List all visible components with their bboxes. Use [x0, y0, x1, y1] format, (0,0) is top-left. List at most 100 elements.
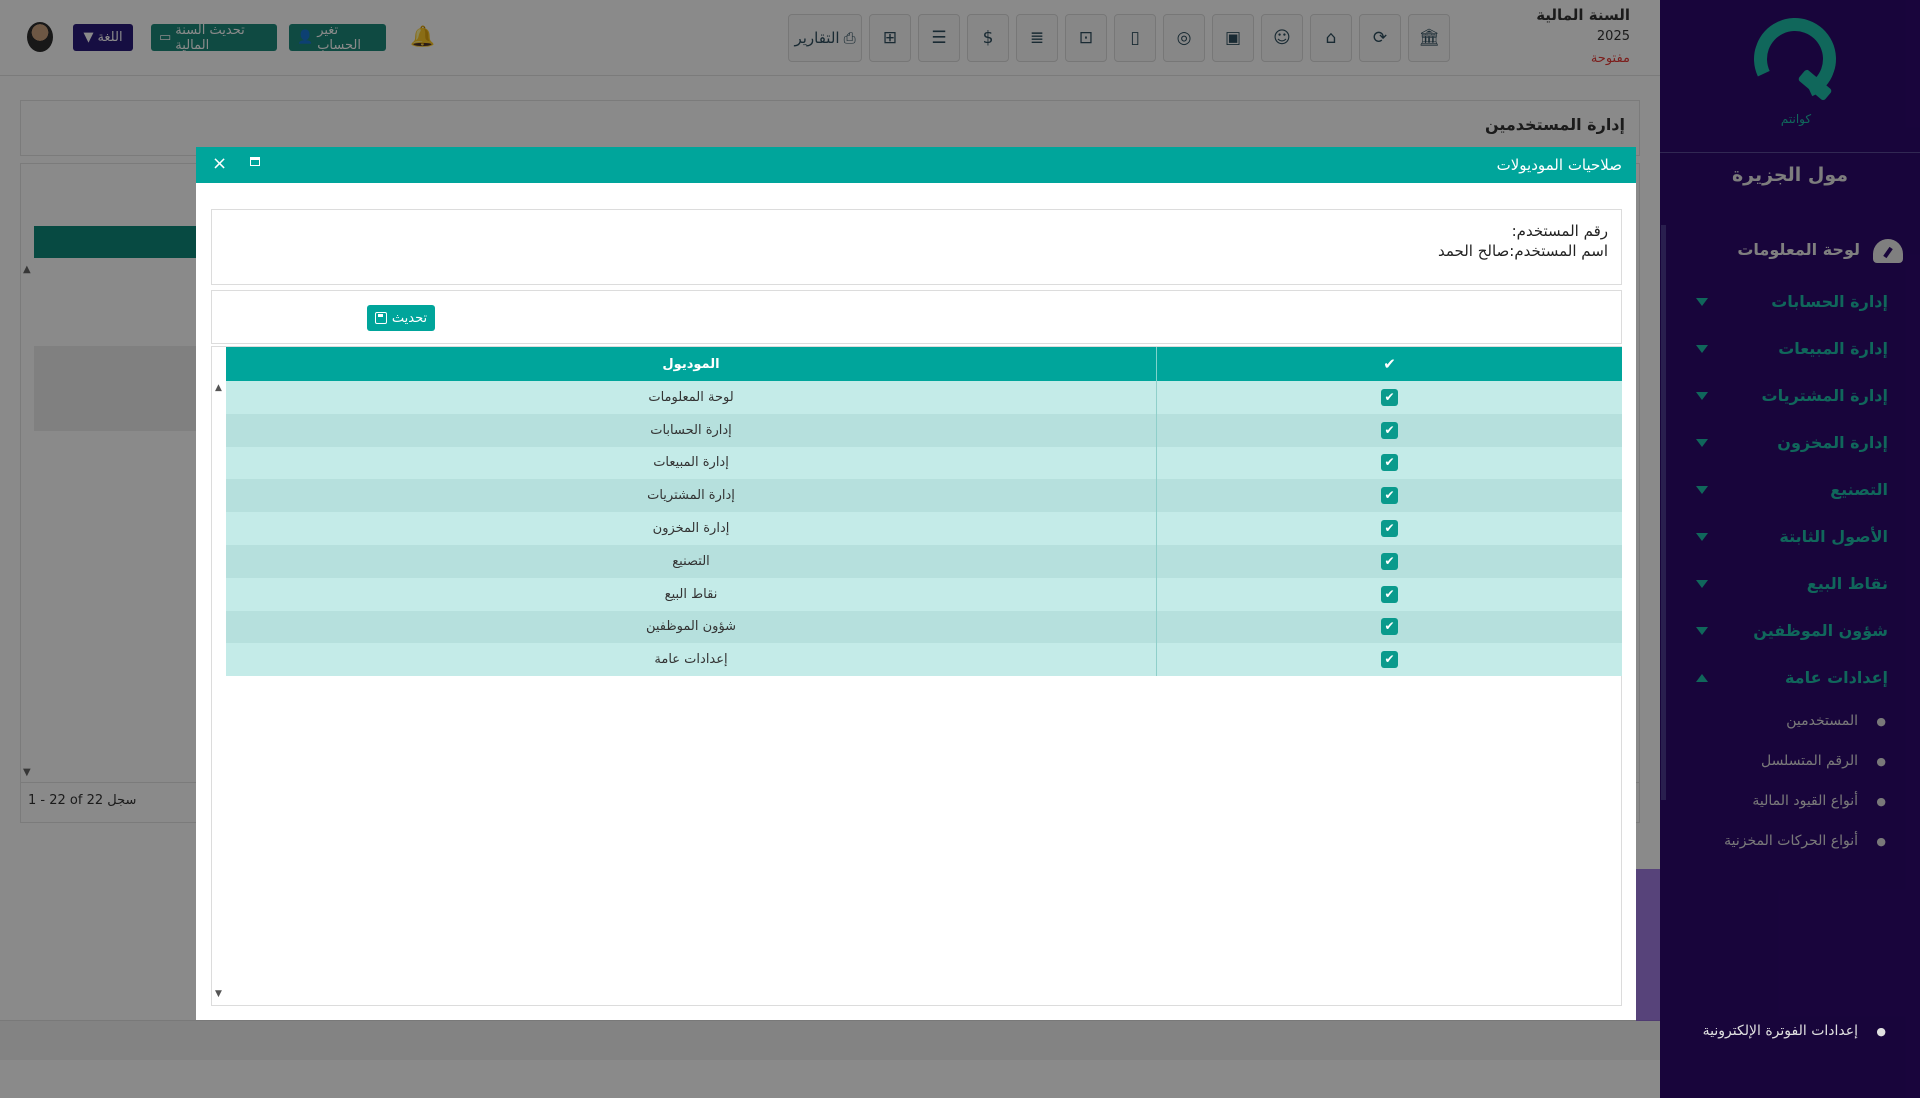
checkbox-checked[interactable]: ✔ — [1381, 552, 1398, 570]
sidebar-item-purchases[interactable]: إدارة المشتريات — [1660, 374, 1920, 421]
row-check-cell: ✔ — [1156, 413, 1622, 447]
chevron-down-icon — [1696, 298, 1708, 306]
table-row[interactable]: ✔ إدارة المبيعات — [226, 446, 1622, 480]
sidebar-item-pos[interactable]: نقاط البيع — [1660, 562, 1920, 609]
user-scan-icon[interactable]: ⊡ — [1065, 14, 1107, 62]
reports-button[interactable]: ⎙ التقارير — [788, 14, 862, 62]
sidebar-item-label: إدارة المشتريات — [1761, 386, 1888, 405]
table-row[interactable]: ✔ التصنيع — [226, 544, 1622, 578]
pager-info: 1 - 22 of 22 سجل — [28, 793, 137, 808]
table-row[interactable]: ✔ إعدادات عامة — [226, 643, 1622, 677]
user-info-box: رقم المستخدم: اسم المستخدم:صالح الحمد — [211, 209, 1622, 285]
user-icon: 👤 — [297, 30, 314, 45]
user-contact-icon[interactable]: ☺ — [1261, 14, 1303, 62]
page-title: إدارة المستخدمين — [1484, 115, 1625, 134]
reports-label: التقارير — [794, 29, 840, 47]
money-refresh-icon[interactable]: ⟳ — [1359, 14, 1401, 62]
sidebar-item-sales[interactable]: إدارة المبيعات — [1660, 327, 1920, 374]
sidebar-item-fixed-assets[interactable]: الأصول الثابتة — [1660, 515, 1920, 562]
dashboard-gauge-icon — [1873, 239, 1903, 263]
coin-icon[interactable]: ◎ — [1163, 14, 1205, 62]
change-account-button[interactable]: 👤 تغير الحساب — [289, 22, 386, 53]
table-row[interactable]: ✔ إدارة المشتريات — [226, 479, 1622, 513]
gift-icon[interactable]: ⊞ — [869, 14, 911, 62]
maximize-icon[interactable] — [250, 157, 260, 166]
dollar-icon[interactable]: $ — [967, 14, 1009, 62]
document-icon[interactable]: ▯ — [1114, 14, 1156, 62]
checkbox-checked[interactable]: ✔ — [1381, 454, 1398, 472]
chevron-down-icon — [1696, 627, 1708, 635]
table-row[interactable]: ✔ إدارة الحسابات — [226, 413, 1622, 447]
sidebar-subitem-einvoice-settings[interactable]: ● إعدادات الفوترة الإلكترونية — [1660, 1018, 1920, 1048]
table-row[interactable]: ✔ إدارة المخزون — [226, 512, 1622, 545]
chevron-down-icon — [1696, 533, 1708, 541]
checkbox-checked[interactable]: ✔ — [1381, 651, 1398, 669]
sidebar-item-label: التصنيع — [1830, 480, 1888, 499]
change-account-label: تغير الحساب — [317, 22, 361, 53]
list-alt-icon[interactable]: ☰ — [918, 14, 960, 62]
close-icon[interactable]: × — [212, 153, 228, 174]
language-dropdown[interactable]: ▼ اللغة — [73, 24, 133, 51]
checkbox-checked[interactable]: ✔ — [1381, 388, 1398, 406]
table-row[interactable]: ✔ شؤون الموظفين — [226, 610, 1622, 644]
scroll-down-icon[interactable]: ▼ — [215, 989, 222, 999]
update-fiscal-year-button[interactable]: ▭ تحديث السنة المالية — [151, 23, 277, 53]
module-name: إدارة المبيعات — [653, 455, 729, 471]
scroll-up-icon[interactable]: ▲ — [215, 383, 222, 393]
row-check-cell: ✔ — [1156, 610, 1622, 644]
scroll-up-icon[interactable]: ▲ — [23, 264, 31, 275]
table-row[interactable]: ✔ نقاط البيع — [226, 577, 1622, 611]
table-row[interactable]: ✔ لوحة المعلومات — [226, 381, 1622, 414]
module-name: إدارة الحسابات — [650, 422, 732, 438]
sidebar-subitem-users[interactable]: ● المستخدمين — [1660, 703, 1920, 743]
update-button[interactable]: تحديث — [367, 305, 435, 331]
user-name-label: اسم المستخدم: — [1509, 242, 1608, 260]
fiscal-year-value: 2025 — [1596, 29, 1630, 44]
top-bar: السنة المالية 2025 مفتوحة 🏛 ⟳ ⌂ ☺ ▣ ◎ ▯ … — [0, 0, 1660, 76]
sidebar-item-inventory[interactable]: إدارة المخزون — [1660, 421, 1920, 468]
module-name: شؤون الموظفين — [645, 619, 737, 635]
sidebar-item-hr[interactable]: شؤون الموظفين — [1660, 609, 1920, 656]
sidebar-item-general-settings[interactable]: إعدادات عامة — [1660, 656, 1920, 703]
avatar[interactable] — [27, 22, 53, 52]
modules-grid: ▲ ▼ ✔ الموديول ✔ لوحة المعلومات ✔ إدارة … — [211, 346, 1622, 1006]
select-all-check-header[interactable]: ✔ — [1156, 347, 1622, 381]
sidebar-item-accounts[interactable]: إدارة الحسابات — [1660, 280, 1920, 327]
module-name: إدارة المخزون — [652, 521, 730, 537]
language-label: اللغة — [97, 30, 123, 45]
contact-book-icon[interactable]: ▣ — [1212, 14, 1254, 62]
notification-bell-icon[interactable]: 🔔 — [410, 24, 435, 48]
sidebar-item-label: إدارة الحسابات — [1771, 292, 1888, 311]
row-check-cell: ✔ — [1156, 381, 1622, 414]
checkbox-checked[interactable]: ✔ — [1381, 585, 1398, 603]
module-column-header[interactable]: الموديول — [662, 356, 720, 372]
bank-building-icon[interactable]: 🏛 — [1408, 14, 1450, 62]
sidebar-subitem-serial-number[interactable]: ● الرقم المتسلسل — [1660, 743, 1920, 783]
sidebar-subitem-journal-types[interactable]: ● أنواع القيود المالية — [1660, 783, 1920, 823]
sidebar-item-manufacturing[interactable]: التصنيع — [1660, 468, 1920, 515]
sidebar-item-label: إعدادات عامة — [1784, 668, 1888, 687]
module-name: إعدادات عامة — [654, 652, 728, 668]
checkbox-checked[interactable]: ✔ — [1381, 520, 1398, 538]
list-icon[interactable]: ≣ — [1016, 14, 1058, 62]
chevron-down-icon — [1696, 439, 1708, 447]
user-name-line: اسم المستخدم:صالح الحمد — [1438, 242, 1608, 260]
sidebar-item-dashboard[interactable]: لوحة المعلومات — [1660, 228, 1920, 280]
user-icon: ● — [1876, 795, 1886, 808]
sidebar-item-label: إدارة المخزون — [1777, 433, 1888, 452]
row-check-cell: ✔ — [1156, 643, 1622, 677]
checkbox-checked[interactable]: ✔ — [1381, 421, 1398, 439]
sidebar-subitem-stock-movement-types[interactable]: ● أنواع الحركات المخزنية — [1660, 823, 1920, 863]
company-name: مول الجزيرة — [1731, 164, 1849, 186]
checkbox-checked[interactable]: ✔ — [1381, 618, 1398, 636]
sidebar-menu: لوحة المعلومات إدارة الحسابات إدارة المب… — [1660, 228, 1920, 863]
institution-icon[interactable]: ⌂ — [1310, 14, 1352, 62]
modules-table: ✔ الموديول ✔ لوحة المعلومات ✔ إدارة الحس… — [226, 347, 1622, 677]
scroll-down-icon[interactable]: ▼ — [23, 767, 31, 778]
checkbox-checked[interactable]: ✔ — [1381, 487, 1398, 505]
sidebar-scrollbar[interactable] — [1661, 225, 1666, 800]
calendar-icon: ▭ — [159, 30, 172, 45]
table-header: ✔ الموديول — [226, 347, 1622, 381]
save-icon — [374, 312, 387, 324]
printer-icon: ⎙ — [843, 29, 856, 47]
